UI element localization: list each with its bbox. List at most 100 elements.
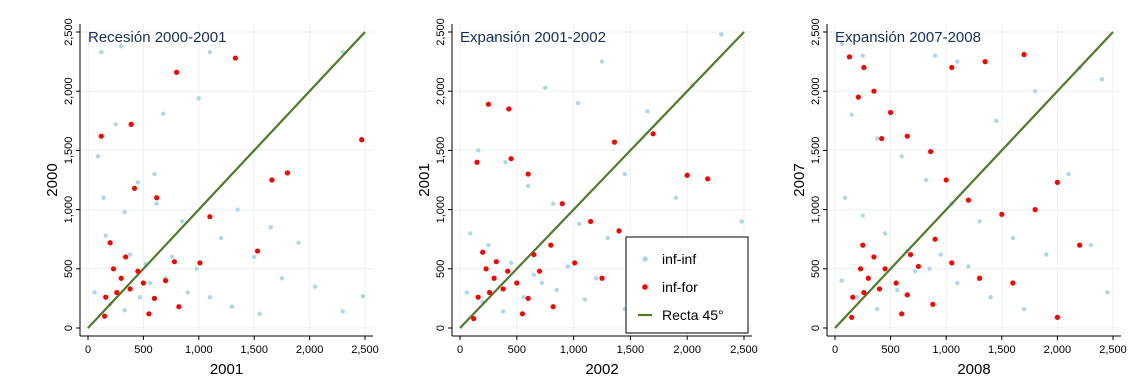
- data-point-inf-for: [1021, 51, 1027, 58]
- data-point-inf-inf: [994, 118, 999, 124]
- data-point-inf-for: [486, 289, 493, 296]
- data-point-inf-inf: [860, 53, 865, 58]
- y-tick-label: 2,500: [810, 18, 822, 46]
- data-point-inf-inf: [122, 308, 127, 313]
- data-point-inf-inf: [360, 293, 365, 299]
- x-tick-label: 2,500: [730, 344, 758, 356]
- data-point-inf-inf: [152, 171, 157, 177]
- data-point-inf-inf: [99, 49, 104, 55]
- data-point-inf-inf: [257, 311, 262, 316]
- data-point-inf-inf: [875, 306, 880, 312]
- data-point-inf-inf: [531, 272, 537, 277]
- data-point-inf-for: [1054, 179, 1060, 185]
- data-point-inf-inf: [235, 207, 240, 212]
- y-tick-label: 2,000: [63, 77, 75, 105]
- data-point-inf-for: [999, 211, 1005, 217]
- data-point-inf-inf: [605, 235, 610, 241]
- data-point-inf-inf: [525, 183, 531, 189]
- data-point-inf-for: [860, 242, 866, 248]
- data-point-inf-for: [146, 311, 152, 317]
- data-point-inf-for: [861, 289, 867, 296]
- data-point-inf-for: [123, 254, 129, 260]
- y-tick-label: 1,000: [435, 196, 447, 224]
- data-point-inf-inf: [966, 264, 971, 269]
- data-point-inf-inf: [119, 44, 124, 49]
- y-tick-label: 0: [435, 325, 447, 331]
- x-tick-label: 0: [832, 344, 838, 356]
- data-point-inf-inf: [582, 297, 588, 302]
- data-point-inf-inf: [252, 254, 257, 260]
- data-point-inf-inf: [673, 195, 679, 200]
- data-point-inf-inf: [127, 252, 133, 257]
- recta-45-line: [459, 31, 745, 329]
- data-point-inf-for: [506, 106, 512, 112]
- data-point-inf-for: [232, 55, 238, 61]
- data-point-inf-inf: [95, 154, 101, 159]
- data-point-inf-for: [861, 64, 867, 71]
- y-tick-label: 1,000: [810, 196, 822, 224]
- data-point-inf-for: [846, 54, 853, 60]
- data-point-inf-inf: [296, 240, 301, 245]
- y-tick-label: 1,500: [435, 137, 447, 165]
- data-point-inf-for: [110, 266, 117, 272]
- x-tick-label: 500: [508, 344, 526, 356]
- data-point-inf-for: [932, 236, 938, 242]
- data-point-inf-inf: [279, 276, 285, 281]
- x-tick-label: 2,000: [296, 344, 324, 356]
- data-point-inf-inf: [927, 266, 932, 271]
- x-tick-label: 500: [881, 344, 899, 356]
- data-point-inf-for: [982, 59, 988, 65]
- x-tick-label: 1,500: [617, 344, 645, 356]
- data-point-inf-inf: [539, 280, 544, 286]
- x-axis-title: 2001: [210, 361, 243, 378]
- y-tick-label: 0: [810, 325, 822, 331]
- data-point-inf-inf: [839, 41, 844, 47]
- data-point-inf-inf: [185, 290, 190, 295]
- data-point-inf-for: [514, 280, 520, 286]
- data-point-inf-inf: [161, 111, 166, 116]
- data-point-inf-for: [850, 294, 856, 300]
- data-point-inf-for: [474, 159, 480, 165]
- y-tick-label: 1,000: [63, 196, 75, 224]
- y-tick-label: 2,000: [810, 77, 822, 105]
- y-tick-label: 0: [63, 325, 75, 331]
- data-point-inf-for: [171, 259, 178, 265]
- data-point-inf-for: [876, 286, 883, 292]
- data-point-inf-inf: [475, 148, 481, 153]
- data-point-inf-inf: [491, 35, 497, 41]
- data-point-inf-inf: [147, 280, 153, 286]
- data-point-inf-inf: [122, 209, 127, 215]
- data-point-inf-inf: [912, 268, 918, 274]
- data-point-inf-inf: [923, 177, 929, 183]
- y-tick-label: 1,500: [63, 137, 75, 165]
- data-point-inf-for: [103, 294, 109, 300]
- data-point-inf-for: [949, 64, 955, 71]
- data-point-inf-inf: [268, 225, 274, 230]
- data-point-inf-for: [572, 260, 578, 266]
- data-point-inf-inf: [179, 219, 185, 224]
- data-point-inf-for: [284, 170, 291, 176]
- data-point-inf-inf: [645, 109, 650, 114]
- data-point-inf-for: [500, 286, 506, 292]
- data-point-inf-inf: [938, 252, 943, 257]
- data-point-inf-for: [899, 311, 905, 317]
- data-point-inf-for: [359, 137, 365, 143]
- data-point-inf-inf: [932, 53, 938, 58]
- y-tick-label: 2,000: [435, 77, 447, 105]
- data-point-inf-for: [888, 109, 894, 116]
- data-point-inf-inf: [113, 122, 118, 127]
- legend-marker-inf-inf: [642, 256, 648, 262]
- data-point-inf-inf: [486, 242, 491, 248]
- data-point-inf-for: [493, 259, 499, 265]
- data-point-inf-for: [491, 275, 497, 281]
- data-point-inf-inf: [468, 231, 473, 236]
- data-point-inf-for: [879, 135, 885, 142]
- x-tick-label: 2,500: [1099, 344, 1127, 356]
- data-point-inf-for: [949, 260, 955, 266]
- data-point-inf-for: [865, 275, 871, 281]
- data-point-inf-inf: [500, 309, 506, 314]
- x-tick-label: 0: [85, 344, 91, 356]
- data-point-inf-for: [559, 201, 565, 207]
- data-point-inf-inf: [1099, 77, 1105, 82]
- x-tick-label: 1,500: [240, 344, 268, 356]
